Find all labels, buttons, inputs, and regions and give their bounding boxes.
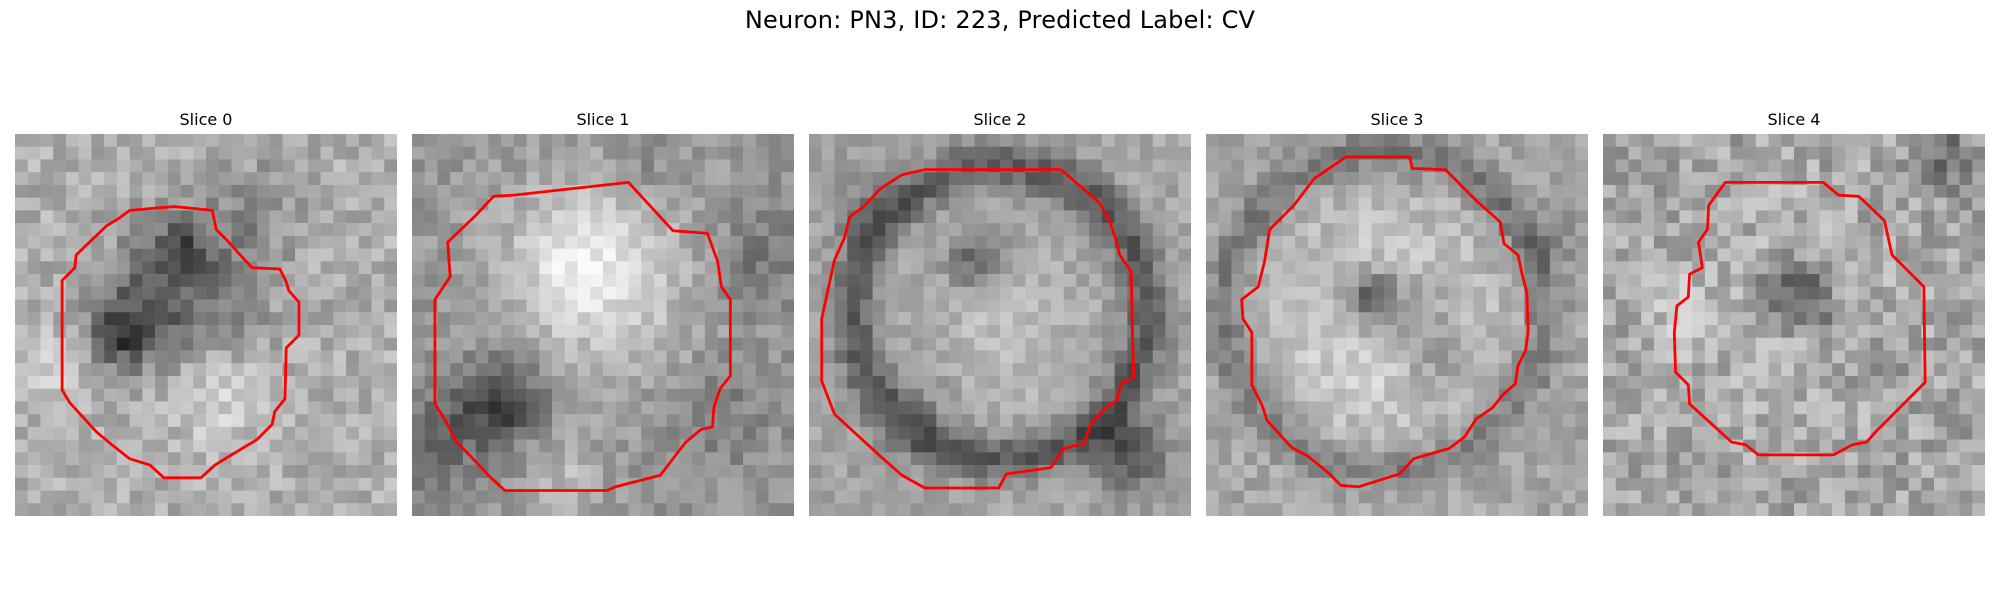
slice-panel-3: Slice 3 <box>1206 110 1588 516</box>
slice-title: Slice 1 <box>576 110 630 129</box>
slice-title: Slice 2 <box>973 110 1027 129</box>
segmentation-contour <box>820 168 1136 490</box>
figure-title: Neuron: PN3, ID: 223, Predicted Label: C… <box>744 6 1256 34</box>
slice-panel-4: Slice 4 <box>1603 110 1985 516</box>
slice-image <box>15 134 397 516</box>
segmentation-contour <box>1672 180 1927 457</box>
slice-image <box>1603 134 1985 516</box>
segmentation-contour <box>433 180 732 492</box>
slice-title: Slice 0 <box>179 110 233 129</box>
slice-title: Slice 4 <box>1767 110 1821 129</box>
slice-panel-0: Slice 0 <box>15 110 397 516</box>
slice-panel-2: Slice 2 <box>809 110 1191 516</box>
segmentation-contour <box>60 205 301 480</box>
slice-title: Slice 3 <box>1370 110 1424 129</box>
slice-image <box>412 134 794 516</box>
slice-panel-1: Slice 1 <box>412 110 794 516</box>
slice-image <box>1206 134 1588 516</box>
segmentation-contour <box>1240 155 1530 489</box>
slice-image <box>809 134 1191 516</box>
